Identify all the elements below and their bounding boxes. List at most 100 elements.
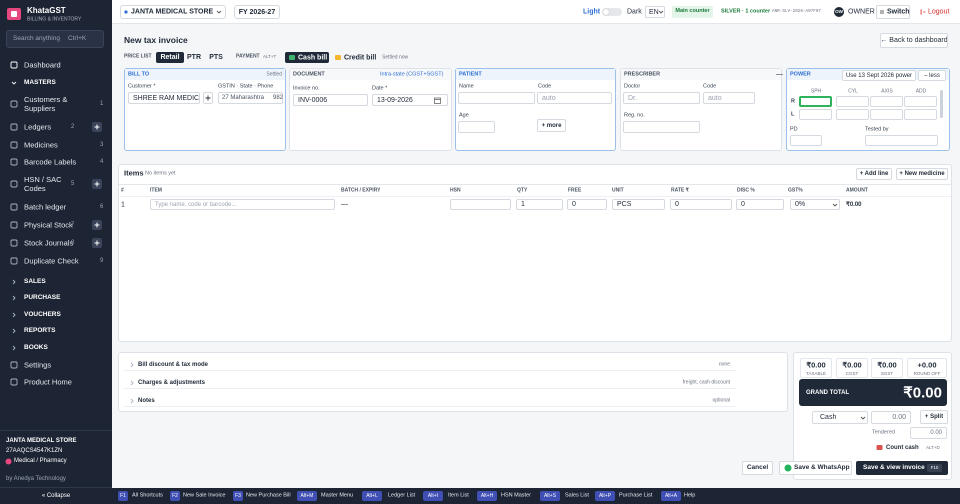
fy-selector[interactable]: FY 2026-27 [234, 5, 280, 19]
adjustment-row[interactable] [124, 376, 736, 389]
shortcut-label: All Shortcuts [132, 492, 163, 499]
grand-total-label: GRAND TOTAL [806, 389, 850, 396]
reg-input[interactable] [623, 121, 700, 133]
search-shortcut: Ctrl+K [68, 34, 87, 42]
power-input[interactable] [904, 109, 937, 120]
price-list-option[interactable]: PTR [187, 54, 201, 61]
phone-value: 982 [273, 95, 284, 101]
language-select[interactable]: EN [645, 6, 665, 18]
total-value: ₹0.00 [806, 360, 826, 370]
adjustment-row[interactable] [124, 394, 736, 407]
panel-header [456, 69, 615, 80]
shortcut-key[interactable]: Alt+S [540, 491, 560, 501]
nav-item[interactable]: Stock Journals [24, 238, 74, 248]
search-box[interactable] [6, 30, 104, 48]
split-button[interactable]: + Split [920, 410, 948, 424]
shortcut-key[interactable]: Alt+I [423, 491, 443, 501]
gstin-input[interactable] [218, 92, 283, 104]
name-input[interactable] [458, 92, 535, 104]
less-button[interactable]: – less [918, 70, 946, 81]
disc-input[interactable]: 0 [736, 199, 784, 210]
shortcut-key[interactable]: Alt+H [477, 491, 497, 501]
shortcut-key[interactable]: F3 [233, 491, 243, 501]
code-input[interactable]: auto [537, 92, 612, 104]
nav-item[interactable]: Ledgers [24, 122, 52, 132]
more-button[interactable]: + more [537, 119, 566, 132]
shortcut-key[interactable]: F2 [170, 491, 180, 501]
payment-mode-select[interactable]: Cash [812, 411, 868, 424]
theme-toggle[interactable] [602, 8, 622, 16]
nav-group[interactable]: SALES [24, 277, 46, 285]
doctor-input[interactable]: Dr. [623, 92, 700, 104]
shortcut-key[interactable]: Alt+P [595, 491, 615, 501]
gst-select[interactable]: 0% [790, 199, 840, 210]
date-input[interactable]: 13-09-2026 [372, 94, 448, 106]
amount-input[interactable]: 0.00 [871, 411, 911, 424]
total-label: ROUND OFF [913, 370, 941, 376]
shortcut-label: Master Menu [321, 492, 354, 499]
new-medicine-button[interactable]: + New medicine [896, 168, 948, 180]
credit-icon [335, 55, 341, 60]
power-input[interactable] [799, 96, 832, 107]
nav-item[interactable]: Product Home [24, 377, 72, 387]
code-input[interactable]: auto [703, 92, 755, 104]
power-input[interactable] [799, 109, 832, 120]
power-input[interactable] [870, 96, 903, 107]
shortcut-key[interactable]: Alt+M [297, 491, 317, 501]
switch-button[interactable] [876, 5, 910, 19]
unit-input[interactable]: PCS [612, 199, 665, 210]
power-input[interactable] [836, 109, 869, 120]
use-power-button[interactable]: Use 13 Sept 2026 power [842, 70, 916, 81]
customer-input[interactable]: SHREE RAM MEDICAL [128, 92, 200, 104]
collapse-button[interactable]: « Collapse [41, 493, 71, 499]
chevron-icon [130, 398, 134, 403]
nav-group[interactable]: BOOKS [24, 343, 48, 351]
adjustment-row[interactable] [124, 358, 736, 371]
rate-input[interactable]: 0 [670, 199, 732, 210]
free-input[interactable]: 0 [567, 199, 607, 210]
panel [455, 68, 616, 151]
nav-item[interactable]: Physical Stock [24, 220, 73, 230]
hsn-input[interactable] [450, 199, 511, 210]
nav-group[interactable]: PURCHASE [24, 293, 61, 301]
shortcut-key[interactable]: Alt+L [362, 491, 382, 501]
counter-badge[interactable]: Main counter [672, 6, 713, 18]
whatsapp-button[interactable] [779, 461, 852, 475]
row-label: L [791, 111, 795, 118]
shortcut-key[interactable]: F1 [118, 491, 128, 501]
tested-input[interactable] [865, 135, 938, 146]
nav-group[interactable]: VOUCHERS [24, 310, 61, 318]
nav-group[interactable]: REPORTS [24, 326, 56, 334]
nav-icon [10, 203, 18, 211]
age-input[interactable] [458, 121, 495, 133]
save-button[interactable] [856, 461, 948, 475]
payment-option[interactable] [285, 52, 329, 63]
add-line-button[interactable]: + Add line [856, 168, 892, 180]
nav-item[interactable]: Customers & Suppliers [24, 95, 68, 113]
item-input[interactable]: Type name, code or barcode... [150, 199, 335, 210]
shortcut-key[interactable]: Alt+A [661, 491, 681, 501]
nav-item[interactable]: Barcode Labels [24, 157, 77, 167]
page-title: New tax invoice [124, 34, 188, 45]
tendered-input[interactable]: 0.00 [910, 427, 947, 439]
back-button[interactable]: ← Back to dashboard [880, 33, 948, 48]
power-input[interactable] [870, 109, 903, 120]
power-input[interactable] [904, 96, 937, 107]
cancel-button[interactable]: Cancel [742, 461, 773, 475]
nav-item[interactable]: Duplicate Check [24, 256, 79, 266]
price-list-option[interactable]: PTS [209, 54, 223, 61]
pd-input[interactable] [790, 135, 822, 146]
nav-section: MASTERS [24, 78, 56, 86]
price-list-option[interactable]: Retail [156, 52, 184, 63]
nav-item[interactable]: Settings [24, 360, 52, 370]
nav-item[interactable]: HSN / SAC Codes [24, 175, 62, 193]
nav-item[interactable]: Batch ledger [24, 202, 67, 212]
power-input[interactable] [836, 96, 869, 107]
qty-input[interactable]: 1 [516, 199, 563, 210]
grand-total-box [799, 379, 947, 406]
chevron-icon [12, 312, 16, 318]
nav-item[interactable]: Medicines [24, 140, 58, 150]
field-label: Code [538, 83, 552, 90]
store-switcher[interactable] [120, 5, 226, 19]
invoice-input[interactable]: INV-0006 [293, 94, 368, 106]
